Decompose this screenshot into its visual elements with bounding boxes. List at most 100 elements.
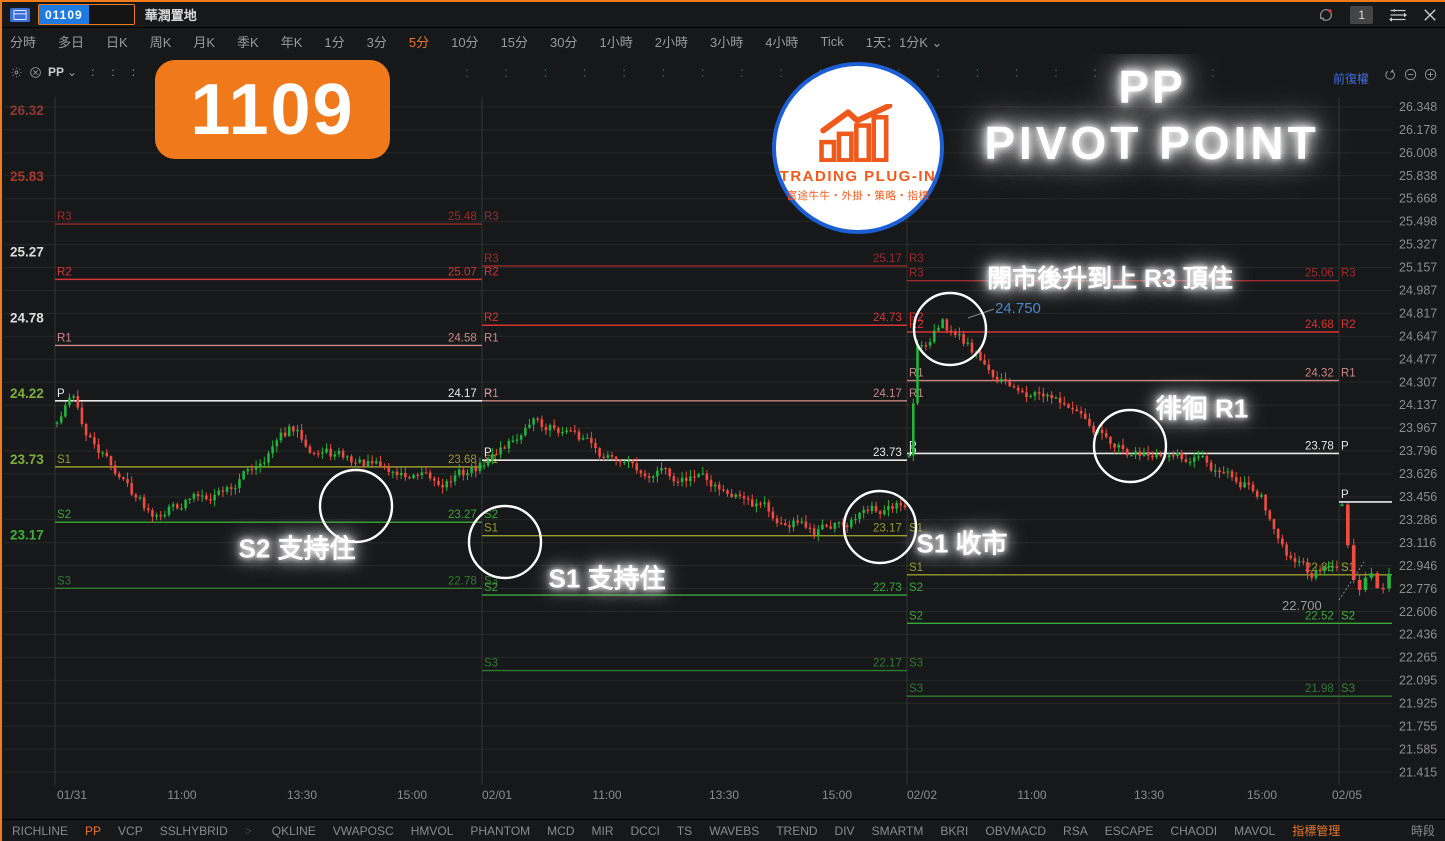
svg-text:22.606: 22.606 xyxy=(1399,605,1437,619)
svg-text:24.17: 24.17 xyxy=(448,388,477,400)
svg-text:23.78: 23.78 xyxy=(1305,440,1334,452)
svg-text:S3: S3 xyxy=(57,575,71,587)
svg-text:S2: S2 xyxy=(484,582,498,594)
svg-text:R3: R3 xyxy=(484,253,499,265)
svg-text:P: P xyxy=(1341,489,1349,501)
svg-text:23.796: 23.796 xyxy=(1399,444,1437,458)
svg-text:25.668: 25.668 xyxy=(1399,192,1437,206)
svg-text:23.116: 23.116 xyxy=(1399,536,1436,550)
svg-text:26.32: 26.32 xyxy=(10,103,44,118)
svg-text:R2: R2 xyxy=(909,319,924,331)
svg-text:R1: R1 xyxy=(57,332,72,344)
svg-text:R3: R3 xyxy=(909,253,924,265)
svg-text:21.415: 21.415 xyxy=(1399,765,1437,779)
svg-text:22.095: 22.095 xyxy=(1399,674,1437,688)
svg-text:25.327: 25.327 xyxy=(1399,238,1437,252)
svg-text:25.06: 25.06 xyxy=(1305,268,1334,280)
svg-text:23.967: 23.967 xyxy=(1399,421,1437,435)
svg-text:11:00: 11:00 xyxy=(167,788,196,802)
svg-text:23.286: 23.286 xyxy=(1399,513,1437,527)
svg-text:S3: S3 xyxy=(909,683,923,695)
svg-text:24.17: 24.17 xyxy=(873,388,902,400)
svg-text:21.585: 21.585 xyxy=(1399,742,1437,756)
svg-text:24.73: 24.73 xyxy=(873,312,902,324)
svg-text:R1: R1 xyxy=(484,388,499,400)
svg-text:25.83: 25.83 xyxy=(10,169,44,184)
svg-text:23.73: 23.73 xyxy=(10,452,44,467)
svg-text:24.647: 24.647 xyxy=(1399,329,1437,343)
svg-text:23.17: 23.17 xyxy=(10,528,44,543)
svg-text:02/05: 02/05 xyxy=(1332,788,1362,802)
svg-text:S2: S2 xyxy=(1341,610,1355,622)
svg-text:22.436: 22.436 xyxy=(1399,628,1437,642)
svg-text:24.477: 24.477 xyxy=(1399,352,1437,366)
svg-text:R3: R3 xyxy=(1341,268,1356,280)
svg-text:24.750: 24.750 xyxy=(995,300,1041,317)
svg-text:23.68: 23.68 xyxy=(448,454,477,466)
svg-text:22.946: 22.946 xyxy=(1399,559,1437,573)
svg-text:R2: R2 xyxy=(57,266,72,278)
svg-text:R2: R2 xyxy=(1341,319,1356,331)
svg-text:P: P xyxy=(57,388,65,400)
svg-text:26.008: 26.008 xyxy=(1399,146,1437,160)
svg-text:24.32: 24.32 xyxy=(1305,368,1334,380)
svg-text:22.700: 22.700 xyxy=(1282,598,1322,613)
svg-text:23.17: 23.17 xyxy=(873,523,902,535)
svg-text:21.755: 21.755 xyxy=(1399,720,1437,734)
svg-text:11:00: 11:00 xyxy=(1017,788,1046,802)
svg-text:S3: S3 xyxy=(1341,683,1355,695)
svg-text:02/01: 02/01 xyxy=(482,788,512,802)
svg-text:26.348: 26.348 xyxy=(1399,100,1437,114)
svg-text:25.27: 25.27 xyxy=(10,244,44,259)
svg-text:24.78: 24.78 xyxy=(10,311,44,326)
svg-text:24.22: 24.22 xyxy=(10,386,44,401)
svg-text:22.73: 22.73 xyxy=(873,582,902,594)
svg-text:24.987: 24.987 xyxy=(1399,284,1437,298)
svg-text:R1: R1 xyxy=(484,332,499,344)
svg-text:R3: R3 xyxy=(57,211,72,223)
svg-text:24.817: 24.817 xyxy=(1399,307,1437,321)
svg-text:22.776: 22.776 xyxy=(1399,582,1437,596)
svg-text:25.17: 25.17 xyxy=(873,253,902,265)
svg-text:22.78: 22.78 xyxy=(448,575,477,587)
svg-text:S1: S1 xyxy=(484,523,498,535)
svg-text:23.626: 23.626 xyxy=(1399,467,1437,481)
svg-text:13:30: 13:30 xyxy=(1134,788,1164,802)
svg-text:R1: R1 xyxy=(1341,368,1356,380)
svg-text:S2: S2 xyxy=(909,582,923,594)
svg-text:15:00: 15:00 xyxy=(1247,788,1277,802)
svg-text:02/02: 02/02 xyxy=(907,788,937,802)
svg-text:25.48: 25.48 xyxy=(448,211,477,223)
svg-text:15:00: 15:00 xyxy=(397,788,427,802)
svg-text:24.307: 24.307 xyxy=(1399,375,1437,389)
svg-text:15:00: 15:00 xyxy=(822,788,852,802)
svg-text:25.07: 25.07 xyxy=(448,266,477,278)
svg-text:23.73: 23.73 xyxy=(873,447,902,459)
svg-text:R3: R3 xyxy=(909,268,924,280)
svg-text:21.98: 21.98 xyxy=(1305,683,1334,695)
svg-text:24.68: 24.68 xyxy=(1305,319,1334,331)
svg-text:11:00: 11:00 xyxy=(592,788,621,802)
svg-text:22.17: 22.17 xyxy=(873,658,902,670)
svg-text:25.838: 25.838 xyxy=(1399,169,1437,183)
svg-text:S2: S2 xyxy=(909,610,923,622)
svg-text:R2: R2 xyxy=(484,312,499,324)
svg-text:R2: R2 xyxy=(484,266,499,278)
svg-text:R3: R3 xyxy=(484,211,499,223)
svg-text:25.498: 25.498 xyxy=(1399,215,1437,229)
svg-text:01/31: 01/31 xyxy=(57,788,87,802)
svg-text:21.925: 21.925 xyxy=(1399,697,1437,711)
svg-text:S2: S2 xyxy=(57,509,71,521)
svg-text:S1: S1 xyxy=(909,562,923,574)
svg-text:25.157: 25.157 xyxy=(1399,261,1437,275)
svg-text:S1: S1 xyxy=(57,454,71,466)
svg-text:23.456: 23.456 xyxy=(1399,490,1437,504)
svg-text:26.178: 26.178 xyxy=(1399,123,1437,137)
svg-text:23.27: 23.27 xyxy=(448,509,477,521)
svg-text:22.265: 22.265 xyxy=(1399,651,1437,665)
svg-text:S3: S3 xyxy=(909,658,923,670)
svg-text:13:30: 13:30 xyxy=(709,788,739,802)
svg-text:13:30: 13:30 xyxy=(287,788,317,802)
svg-text:24.137: 24.137 xyxy=(1399,398,1437,412)
svg-text:24.58: 24.58 xyxy=(448,332,477,344)
